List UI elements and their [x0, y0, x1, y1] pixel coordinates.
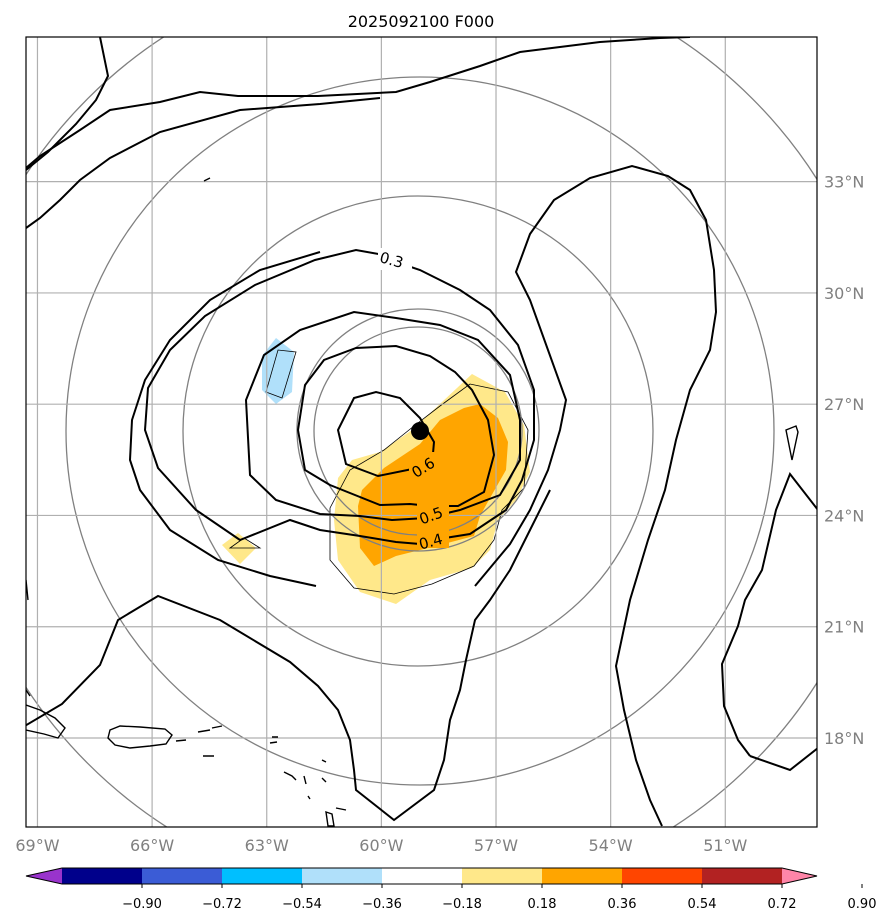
ring-3 — [65, 76, 775, 786]
storm-center-marker — [411, 422, 429, 440]
contour-far-east-2 — [720, 471, 817, 757]
colorbar-tick-label: 0.72 — [768, 897, 797, 912]
island-large — [107, 725, 173, 749]
lon-tick-label: 66°W — [130, 836, 174, 855]
map-frame — [25, 36, 818, 828]
colorbar-segment — [462, 868, 543, 884]
island-g — [785, 425, 799, 461]
lat-tick-labels: 18°N 21°N 24°N 27°N 30°N 33°N — [824, 173, 864, 748]
lon-tick-label: 57°W — [474, 836, 518, 855]
lat-tick-label: 27°N — [824, 395, 864, 414]
light-shade-small — [222, 533, 256, 564]
lat-tick-label: 30°N — [824, 284, 864, 303]
island-d — [283, 771, 311, 800]
contour-south — [26, 489, 551, 822]
coast-west — [26, 704, 66, 739]
contour-nw — [26, 37, 110, 171]
contour-ring-big — [128, 251, 321, 587]
negative-shade-region — [262, 338, 294, 404]
colorbar-segment — [382, 868, 463, 884]
colorbar: −0.90 −0.72 −0.54 −0.36 −0.18 0.18 0.36 0.54 0.7… — [25, 867, 877, 912]
lon-tick-label: 51°W — [703, 836, 747, 855]
contour-0-3 — [26, 37, 691, 169]
lat-tick-label: 24°N — [824, 506, 864, 525]
gridlines — [26, 37, 817, 827]
colorbar-segment — [542, 868, 623, 884]
contour-0-5 — [244, 310, 521, 522]
colorbar-tick-label: 0.90 — [848, 897, 877, 912]
strong-shade-region — [358, 404, 508, 566]
island-e — [321, 759, 347, 827]
map-area: 0.3 0.6 0.5 0.4 — [26, 37, 817, 827]
colorbar-tick-label: 0.36 — [608, 897, 637, 912]
lon-tick-label: 54°W — [589, 836, 633, 855]
contour-0-4 — [143, 248, 535, 546]
lon-tick-labels: 69°W 66°W 63°W 60°W 57°W 54°W 51°W — [15, 836, 747, 855]
colorbar-tick-label: −0.90 — [122, 897, 162, 912]
shaded-field — [222, 338, 530, 604]
contour-labels: 0.3 0.6 0.5 0.4 — [378, 248, 449, 553]
colorbar-segment — [622, 868, 703, 884]
colorbar-tick-label: −0.36 — [362, 897, 402, 912]
contour-label-0-4: 0.4 — [417, 530, 445, 554]
island-f — [203, 177, 211, 182]
lat-tick-label: 33°N — [824, 173, 864, 192]
lat-tick-label: 21°N — [824, 618, 864, 637]
coast-west-2 — [26, 689, 31, 697]
contours — [26, 37, 817, 827]
colorbar-segment — [222, 868, 303, 884]
island-a — [175, 739, 187, 742]
colorbar-extend-high — [782, 868, 817, 884]
colorbar-tick-label: −0.18 — [442, 897, 482, 912]
colorbar-segment — [62, 868, 143, 884]
shade-outline-small — [228, 537, 262, 549]
coastlines — [26, 177, 799, 827]
colorbar-segment — [302, 868, 383, 884]
island-b — [197, 725, 223, 757]
colorbar-outline — [25, 867, 818, 885]
contour-east — [474, 164, 718, 827]
lat-tick-label: 18°N — [824, 729, 864, 748]
island-c — [269, 736, 278, 744]
colorbar-tick-label: −0.54 — [282, 897, 322, 912]
colorbar-tick-label: −0.72 — [202, 897, 242, 912]
contour-outer-left — [26, 97, 381, 229]
shade-outline-neg — [265, 349, 297, 399]
colorbar-segment — [702, 868, 783, 884]
contour-label-0-3: 0.3 — [378, 248, 406, 272]
lon-tick-label: 63°W — [245, 836, 289, 855]
colorbar-extend-low — [26, 868, 62, 884]
figure-title: 2025092100 F000 — [348, 12, 495, 31]
lon-tick-label: 60°W — [359, 836, 403, 855]
colorbar-segment — [142, 868, 223, 884]
ring-2 — [182, 195, 654, 667]
lon-tick-label: 69°W — [15, 836, 59, 855]
colorbar-tick-label: 0.54 — [688, 897, 717, 912]
contour-far-east — [749, 747, 817, 772]
colorbar-tick-label: 0.18 — [528, 897, 557, 912]
